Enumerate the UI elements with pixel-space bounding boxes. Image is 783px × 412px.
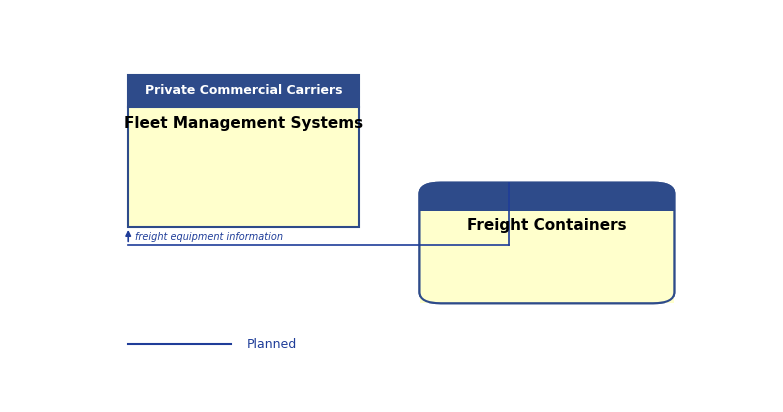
Text: Planned: Planned (247, 338, 297, 351)
FancyBboxPatch shape (420, 211, 673, 303)
FancyBboxPatch shape (420, 183, 674, 303)
FancyBboxPatch shape (128, 75, 359, 227)
Text: Freight Containers: Freight Containers (467, 218, 626, 233)
FancyBboxPatch shape (128, 75, 359, 107)
FancyBboxPatch shape (420, 183, 674, 303)
Text: Fleet Management Systems: Fleet Management Systems (124, 116, 363, 131)
Text: freight equipment information: freight equipment information (135, 232, 283, 242)
Text: Private Commercial Carriers: Private Commercial Carriers (145, 84, 342, 97)
